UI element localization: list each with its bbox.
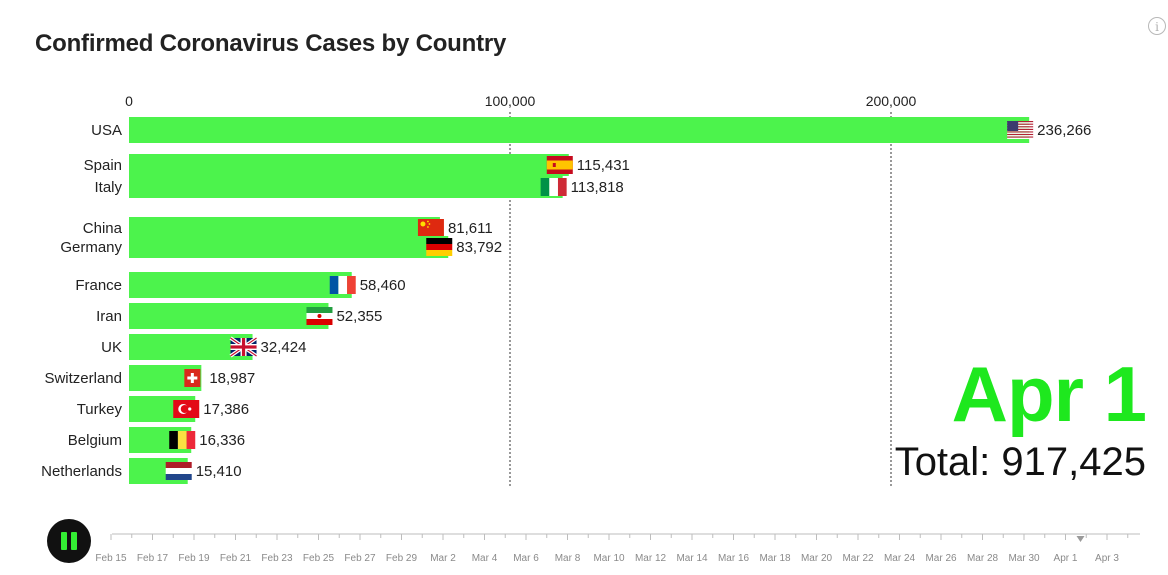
bar-germany (129, 236, 449, 258)
timeline-label: Feb 21 (220, 553, 252, 564)
timeline-label: Feb 17 (137, 553, 169, 564)
timeline-label: Mar 22 (842, 553, 874, 564)
turkey-flag-icon (173, 400, 200, 418)
timeline-label: Mar 30 (1008, 553, 1040, 564)
bar-iran (129, 303, 329, 329)
timeline-label: Mar 28 (967, 553, 999, 564)
value-label: 81,611 (448, 220, 493, 237)
category-label: Iran (96, 308, 122, 325)
timeline-label: Mar 4 (472, 553, 498, 564)
timeline-label: Feb 15 (95, 553, 127, 564)
total-value: 917,425 (1001, 440, 1146, 484)
value-label: 52,355 (336, 308, 382, 325)
value-label: 113,818 (571, 179, 624, 196)
pause-icon-bar (71, 532, 77, 550)
timeline-label: Apr 3 (1095, 553, 1119, 564)
value-label: 15,410 (196, 463, 242, 480)
value-label: 16,336 (199, 432, 245, 449)
timeline-handle[interactable] (1076, 536, 1085, 542)
x-tick-label: 200,000 (866, 93, 917, 109)
timeline-label: Mar 12 (635, 553, 667, 564)
category-label: Spain (84, 157, 122, 174)
timeline-label: Mar 26 (925, 553, 957, 564)
timeline-label: Mar 6 (513, 553, 539, 564)
timeline-label: Mar 24 (884, 553, 916, 564)
category-label: China (83, 220, 123, 237)
timeline-label: Feb 25 (303, 553, 335, 564)
spain-flag-icon (546, 156, 573, 174)
netherlands-flag-icon (165, 462, 192, 480)
timeline-label: Feb 29 (386, 553, 418, 564)
pause-button[interactable] (47, 519, 91, 563)
bar-italy (129, 176, 563, 198)
timeline-label: Mar 8 (555, 553, 581, 564)
bar-usa (129, 117, 1030, 143)
info-icon[interactable]: i (1148, 17, 1166, 35)
china-flag-icon (417, 219, 444, 237)
timeline-label: Mar 14 (676, 553, 708, 564)
timeline-label: Feb 27 (344, 553, 376, 564)
pause-icon (61, 532, 67, 550)
value-label: 236,266 (1037, 122, 1091, 139)
timeline-label: Feb 23 (261, 553, 293, 564)
iran-flag-icon (306, 307, 333, 325)
category-label: Germany (60, 239, 122, 256)
category-label: Turkey (77, 401, 123, 418)
value-label: 18,987 (209, 370, 255, 387)
category-label: UK (101, 339, 122, 356)
value-label: 58,460 (360, 277, 406, 294)
timeline-label: Mar 16 (718, 553, 750, 564)
value-label: 115,431 (577, 157, 630, 174)
category-label: Switzerland (44, 370, 122, 387)
bar-france (129, 272, 352, 298)
bar-china (129, 217, 440, 239)
value-label: 83,792 (456, 239, 502, 256)
timeline-label: Mar 2 (430, 553, 456, 564)
category-label: Italy (94, 179, 122, 196)
bar-spain (129, 154, 569, 176)
switzerland-flag-icon (184, 369, 201, 387)
belgium-flag-icon (169, 431, 196, 449)
category-label: Belgium (68, 432, 122, 449)
total-prefix: Total: (894, 440, 1002, 484)
x-tick-label: 0 (125, 93, 133, 109)
category-label: France (75, 277, 122, 294)
timeline-label: Mar 10 (593, 553, 625, 564)
france-flag-icon (329, 276, 356, 294)
chart-title: Confirmed Coronavirus Cases by Country (35, 30, 507, 57)
italy-flag-icon (540, 178, 567, 196)
total-count: Total: 917,425 (895, 442, 1146, 482)
timeline-label: Mar 20 (801, 553, 833, 564)
value-label: 32,424 (261, 339, 307, 356)
timeline-label: Apr 1 (1054, 553, 1078, 564)
x-tick-label: 100,000 (485, 93, 536, 109)
category-label: USA (91, 122, 122, 139)
timeline-label: Feb 19 (178, 553, 210, 564)
germany-flag-icon (426, 238, 453, 256)
usa-flag-icon (1007, 121, 1034, 139)
current-date-label: Apr 1 (951, 350, 1147, 438)
category-label: Netherlands (41, 463, 122, 480)
uk-flag-icon (229, 336, 258, 358)
timeline-label: Mar 18 (759, 553, 791, 564)
value-label: 17,386 (203, 401, 249, 418)
